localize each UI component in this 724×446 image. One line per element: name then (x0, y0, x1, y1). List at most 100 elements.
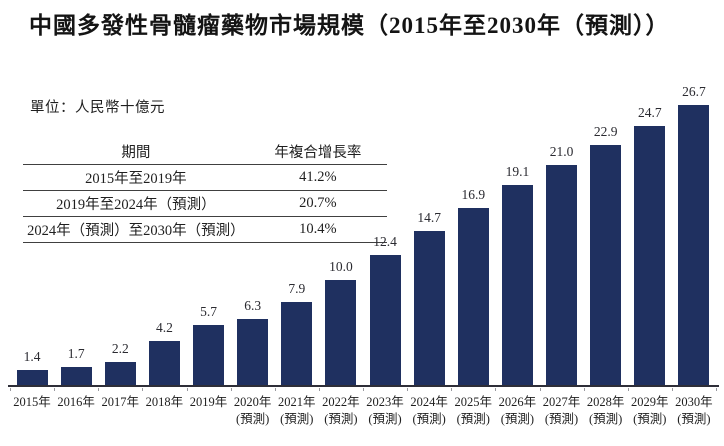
period-cell: 2024年（預測）至2030年（預測） (23, 216, 249, 243)
axis-tick (54, 388, 56, 391)
x-axis-label-year: 2016年 (57, 395, 95, 409)
x-axis-label-year: 2030年 (675, 395, 713, 409)
axis-tick (230, 388, 232, 391)
x-axis-label: 2029年 (預測) (628, 394, 672, 429)
x-axis-label-year: 2018年 (145, 395, 184, 409)
x-axis-label: 2020年 (預測) (231, 394, 275, 429)
cagr-table-row: 2015年至2019年 41.2% (23, 164, 387, 191)
x-axis-label-year: 2027年 (542, 395, 581, 409)
bar-value-label: 12.4 (373, 234, 397, 249)
bar-value-label: 10.0 (329, 259, 353, 274)
axis-tick (142, 388, 144, 391)
bar-2028年 (590, 145, 622, 385)
axis-tick (539, 388, 541, 391)
axis-tick (583, 388, 585, 391)
x-axis-label-forecast: (預測) (544, 412, 579, 427)
bar-2015年 (16, 370, 48, 385)
cagr-cell: 41.2% (248, 164, 387, 191)
axis-tick (274, 388, 276, 391)
x-axis-label: 2028年 (預測) (584, 394, 628, 429)
bar-2018年 (148, 341, 180, 385)
bar-column: 26.7 (672, 84, 716, 385)
cagr-table-row: 2024年（預測）至2030年（預測） 10.4% (23, 216, 387, 243)
x-axis-label-forecast: (預測) (677, 412, 711, 427)
bar-value-label: 7.9 (288, 281, 306, 296)
x-axis-label: 2023年 (預測) (363, 394, 407, 429)
x-axis-label-year: 2023年 (366, 395, 404, 409)
x-axis-label-year: 2017年 (101, 395, 140, 409)
cagr-table-header-row: 期間 年複合增長率 (23, 139, 387, 165)
x-axis-line (8, 385, 719, 387)
x-axis-label-forecast: (預測) (456, 412, 490, 427)
bar-2027年 (546, 165, 578, 385)
x-axis-label: 2019年 (187, 394, 231, 429)
x-axis-label: 2022年 (預測) (319, 394, 363, 429)
x-axis-label: 2018年 (142, 394, 186, 429)
x-axis-label-year: 2028年 (586, 395, 625, 409)
x-axis-label-year: 2015年 (13, 395, 51, 409)
bar-value-label: 19.1 (505, 164, 530, 179)
axis-tick (451, 388, 453, 391)
bar-column: 14.7 (407, 100, 451, 385)
axis-tick (318, 388, 320, 391)
bar-2019年 (193, 325, 225, 385)
bar-column: 24.7 (628, 100, 672, 385)
x-axis-label: 2015年 (10, 394, 54, 429)
bar-column: 21.0 (540, 100, 584, 385)
period-cell: 2015年至2019年 (23, 164, 249, 191)
x-axis-label: 2016年 (54, 394, 98, 429)
bar-value-label: 6.3 (244, 298, 262, 313)
bar-column: 4.2 (142, 100, 186, 385)
axis-tick (716, 388, 717, 391)
axis-tick (627, 388, 629, 391)
bar-value-label: 4.2 (156, 320, 173, 335)
bar-chart-plot-area: 1.4 1.7 2.2 4.2 5.7 6.3 7.9 10.0 12.4 14.7 16.9 19.… (10, 84, 716, 385)
bar-value-label: 21.0 (549, 144, 574, 159)
axis-tick (186, 388, 188, 391)
x-axis-label-forecast: (預測) (633, 412, 667, 427)
bar-2017年 (104, 362, 136, 385)
bar-value-label: 1.4 (23, 349, 41, 364)
bar-value-label: 24.7 (638, 105, 662, 120)
x-axis-labels: 2015年 2016年 2017年 2018年 2019年 2020年 (預測) 2021年 (… (10, 394, 716, 429)
bar-column: 22.9 (584, 100, 628, 385)
x-axis-label-year: 2026年 (498, 395, 537, 409)
bar-2020年 (237, 319, 269, 385)
axis-tick (671, 388, 673, 391)
x-axis-label-year: 2019年 (189, 395, 228, 409)
x-axis-label-forecast: (預測) (236, 412, 270, 427)
x-axis-label-year: 2024年 (410, 395, 448, 409)
axis-tick (407, 388, 409, 391)
axis-tick (10, 388, 11, 391)
x-axis-label-forecast: (預測) (324, 412, 358, 427)
page-title: 中國多發性骨髓瘤藥物市場規模（2015年至2030年（預測）） (29, 13, 670, 38)
bar-column: 6.3 (231, 100, 275, 385)
x-axis-label-forecast: (預測) (368, 412, 402, 427)
period-cell: 2019年至2024年（預測） (23, 190, 249, 217)
x-axis-label: 2025年 (預測) (451, 394, 495, 429)
bar-2022年 (325, 280, 357, 385)
bar-column: 12.4 (363, 100, 407, 385)
x-axis-label: 2026年 (預測) (495, 394, 539, 429)
bar-2024年 (413, 231, 445, 385)
x-axis-label-forecast: (預測) (412, 412, 446, 427)
bar-2029年 (634, 126, 666, 385)
cagr-table: 期間 年複合增長率 2015年至2019年 41.2% 2019年至2024年（預測… (23, 139, 387, 243)
bar-value-label: 1.7 (67, 346, 85, 361)
bar-column: 16.9 (451, 100, 495, 385)
bar-column: 2.2 (98, 100, 142, 385)
bar-2021年 (281, 302, 313, 385)
bar-2025年 (457, 208, 489, 385)
bar-value-label: 2.2 (111, 341, 129, 356)
x-axis-label-forecast: (預測) (589, 412, 623, 427)
bar-2030年 (678, 105, 710, 385)
axis-tick (495, 388, 497, 391)
bar-2026年 (501, 185, 533, 385)
bar-column: 19.1 (495, 100, 539, 385)
x-axis-label-forecast: (預測) (500, 412, 535, 427)
bar-2023年 (369, 255, 401, 385)
axis-tick (98, 388, 100, 391)
bar-value-label: 26.7 (682, 84, 706, 99)
bar-column: 1.4 (10, 100, 54, 385)
